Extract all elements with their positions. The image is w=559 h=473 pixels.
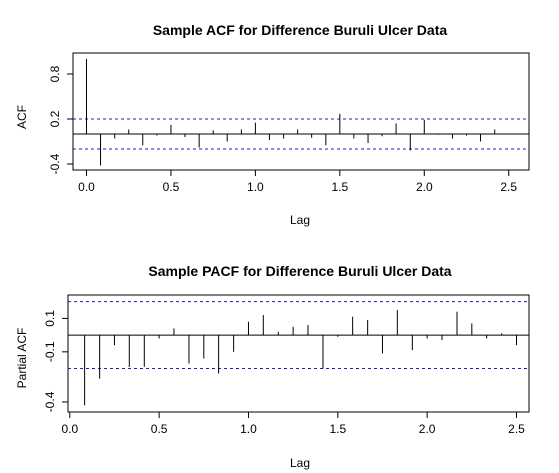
pacf-ytick-label: -0.1	[43, 341, 57, 362]
pacf-panel: Sample PACF for Difference Buruli Ulcer …	[15, 263, 529, 470]
acf-xtick-label: 0.5	[163, 180, 180, 194]
acf-xtick-label: 2.0	[416, 180, 433, 194]
pacf-xtick-label: 1.0	[240, 422, 257, 436]
pacf-xtick-label: 0.0	[61, 422, 78, 436]
acf-plot-frame	[73, 53, 529, 170]
acf-xlabel: Lag	[290, 213, 310, 227]
pacf-xtick-label: 0.5	[151, 422, 168, 436]
pacf-ytick-label: -0.4	[43, 391, 57, 412]
pacf-ylabel: Partial ACF	[15, 328, 29, 389]
acf-xtick-label: 1.5	[332, 180, 349, 194]
pacf-xtick-label: 2.0	[419, 422, 436, 436]
acf-xtick-label: 1.0	[247, 180, 264, 194]
acf-ylabel: ACF	[15, 105, 29, 129]
acf-xtick-label: 2.5	[500, 180, 517, 194]
acf-ytick-label: 0.8	[48, 65, 62, 82]
pacf-xtick-label: 2.5	[508, 422, 525, 436]
acf-ytick-label: 0.2	[48, 110, 62, 127]
acf-xtick-label: 0.0	[78, 180, 95, 194]
acf-panel: Sample ACF for Difference Buruli Ulcer D…	[15, 22, 529, 227]
pacf-xlabel: Lag	[290, 456, 310, 470]
acf-title: Sample ACF for Difference Buruli Ulcer D…	[153, 22, 448, 38]
acf-ytick-label: -0.4	[48, 153, 62, 174]
pacf-plot-frame	[68, 295, 529, 412]
pacf-title: Sample PACF for Difference Buruli Ulcer …	[148, 263, 451, 279]
pacf-ytick-label: 0.1	[43, 310, 57, 327]
pacf-xtick-label: 1.5	[329, 422, 346, 436]
